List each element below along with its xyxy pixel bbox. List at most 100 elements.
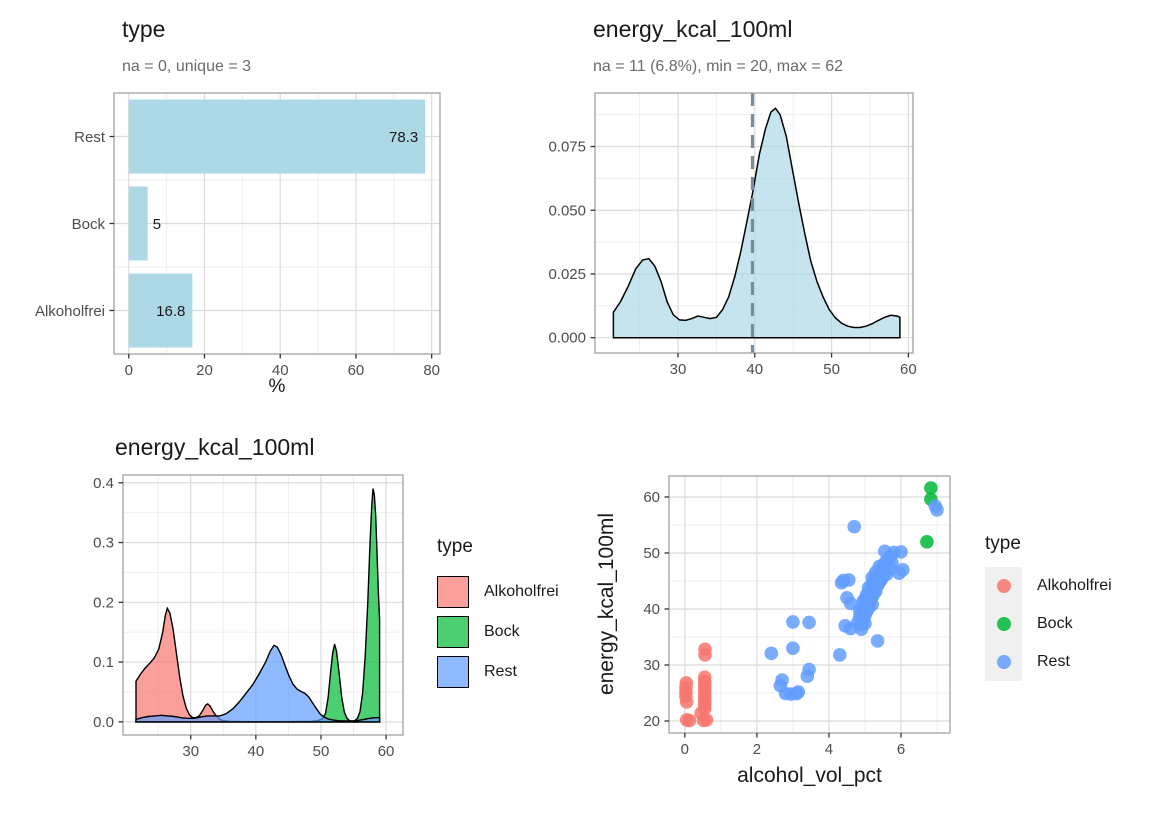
legend-item-alkoholfrei: Alkoholfrei (437, 576, 559, 608)
legend-item-bock: Bock (985, 605, 1112, 643)
svg-text:40: 40 (247, 743, 264, 760)
legend-label: Alkoholfrei (1037, 577, 1112, 594)
type-bar-render: 78.3 5 16.8 0 20 40 60 80 Rest Bock Alkoholfrei (35, 92, 441, 379)
bar-value-label: 5 (153, 216, 161, 233)
svg-text:0.1: 0.1 (93, 654, 114, 671)
x-axis-title: % (268, 376, 286, 397)
density-curve-Rest (135, 644, 381, 723)
svg-text:Rest: Rest (74, 129, 106, 146)
x-axis-title: alcohol_vol_pct (737, 764, 882, 787)
point-icon (996, 617, 1011, 631)
bar-Rest (128, 99, 426, 174)
series (612, 93, 901, 353)
energy-vs-alcohol-scatter-render: 0 2 4 6 20 30 40 50 60 (643, 475, 951, 758)
points-Alkoholfrei (679, 642, 714, 728)
legend-title: type (985, 533, 1021, 554)
svg-text:4: 4 (825, 741, 833, 758)
chart-subtitle: na = 0, unique = 3 (122, 58, 251, 75)
panel-border (668, 475, 951, 734)
svg-text:20: 20 (196, 362, 213, 379)
svg-text:30: 30 (182, 743, 199, 760)
axis-labels: 0 20 40 60 80 Rest Bock Alkoholfrei (35, 129, 440, 379)
series (135, 488, 381, 723)
svg-text:40: 40 (272, 362, 289, 379)
legend-key-alkoholfrei (437, 576, 469, 608)
svg-text:60: 60 (348, 362, 365, 379)
legend-title: type (437, 536, 473, 557)
density-curve (612, 107, 901, 339)
svg-text:20: 20 (643, 713, 660, 730)
legend-key-alkoholfrei (985, 567, 1022, 605)
legend-key-rest (985, 643, 1022, 681)
legend-scatter-type: type Alkoholfrei Bock Rest (985, 533, 1112, 681)
panel-border (122, 474, 404, 736)
svg-text:30: 30 (670, 361, 687, 378)
series (679, 481, 944, 728)
bar-value-label: 16.8 (156, 303, 185, 320)
type-bar-plot-area: 78.3 5 16.8 0 20 40 60 80 Rest Bock Alkoholfrei (35, 92, 441, 379)
bar-Bock (128, 186, 148, 261)
legend-item-rest: Rest (437, 656, 559, 688)
svg-text:Bock: Bock (72, 216, 106, 233)
svg-text:50: 50 (313, 743, 330, 760)
legend-item-rest: Rest (985, 643, 1112, 681)
chart-title: energy_kcal_100ml (115, 434, 315, 460)
svg-text:60: 60 (378, 743, 395, 760)
panel-type-bar: type na = 0, unique = 3 78.3 5 16.8 0 20 40 60… (0, 0, 575, 408)
points-Rest (764, 499, 944, 701)
series: 78.3 5 16.8 (128, 99, 426, 348)
density-by-type-plot-area: 30 40 50 60 0.0 0.1 0.2 0.3 0.4 (93, 474, 404, 760)
point-icon (996, 579, 1011, 593)
legend-key-bock (985, 605, 1022, 643)
chart-title: energy_kcal_100ml (593, 16, 793, 42)
energy-density-plot-area: 30 40 50 60 0.000 0.025 0.050 0.075 (548, 92, 917, 378)
svg-text:0.075: 0.075 (548, 139, 586, 156)
legend-key-bock (437, 616, 469, 648)
svg-text:0.050: 0.050 (548, 202, 586, 219)
svg-text:6: 6 (897, 741, 905, 758)
svg-text:0: 0 (125, 362, 133, 379)
svg-text:60: 60 (643, 489, 660, 506)
legend-label: Bock (484, 623, 520, 640)
legend-density-type: type Alkoholfrei Bock Rest (437, 536, 559, 696)
energy-density-render: 30 40 50 60 0.000 0.025 0.050 0.075 (548, 92, 917, 378)
svg-text:60: 60 (900, 361, 917, 378)
svg-text:40: 40 (643, 601, 660, 618)
svg-text:0.000: 0.000 (548, 330, 586, 347)
axis-labels: 0 2 4 6 20 30 40 50 60 (643, 489, 905, 758)
chart-subtitle: na = 11 (6.8%), min = 20, max = 62 (593, 58, 844, 75)
svg-text:0.4: 0.4 (93, 475, 114, 492)
legend-key-rest (437, 656, 469, 688)
svg-text:Alkoholfrei: Alkoholfrei (35, 303, 105, 320)
scatter-plot-area: 0 2 4 6 20 30 40 50 60 (643, 475, 951, 758)
legend-item-alkoholfrei: Alkoholfrei (985, 567, 1112, 605)
energy-density-by-type-render: 30 40 50 60 0.0 0.1 0.2 0.3 0.4 (93, 474, 404, 760)
bar-Alkoholfrei (128, 273, 193, 348)
svg-text:0.3: 0.3 (93, 535, 114, 552)
axis-labels: 30 40 50 60 0.0 0.1 0.2 0.3 0.4 (93, 475, 394, 760)
svg-text:30: 30 (643, 657, 660, 674)
bar-value-label: 78.3 (389, 129, 418, 146)
legend-label: Alkoholfrei (484, 583, 559, 600)
legend-label: Rest (484, 663, 517, 680)
gridlines (669, 476, 950, 733)
svg-text:0.025: 0.025 (548, 266, 586, 283)
panel-border (594, 92, 914, 354)
svg-text:50: 50 (823, 361, 840, 378)
svg-text:50: 50 (643, 545, 660, 562)
svg-text:0: 0 (681, 741, 689, 758)
svg-text:40: 40 (746, 361, 763, 378)
panel-energy-density-by-type: energy_kcal_100ml 30 40 50 60 0.0 0.1 0.2 0.3 0.… (0, 408, 575, 816)
panel-energy-density: energy_kcal_100ml na = 11 (6.8%), min = … (548, 0, 1150, 408)
points-Bock (920, 481, 938, 549)
panel-energy-vs-alcohol: 0 2 4 6 20 30 40 50 60 alcohol_vol_pct energy_kc… (575, 408, 1150, 816)
svg-text:0.2: 0.2 (93, 594, 114, 611)
chart-title: type (122, 16, 166, 42)
svg-text:80: 80 (423, 362, 440, 379)
axis-labels: 30 40 50 60 0.000 0.025 0.050 0.075 (548, 139, 916, 378)
legend-label: Bock (1037, 615, 1073, 632)
svg-text:2: 2 (753, 741, 761, 758)
legend-label: Rest (1037, 653, 1070, 670)
point-icon (996, 655, 1011, 669)
